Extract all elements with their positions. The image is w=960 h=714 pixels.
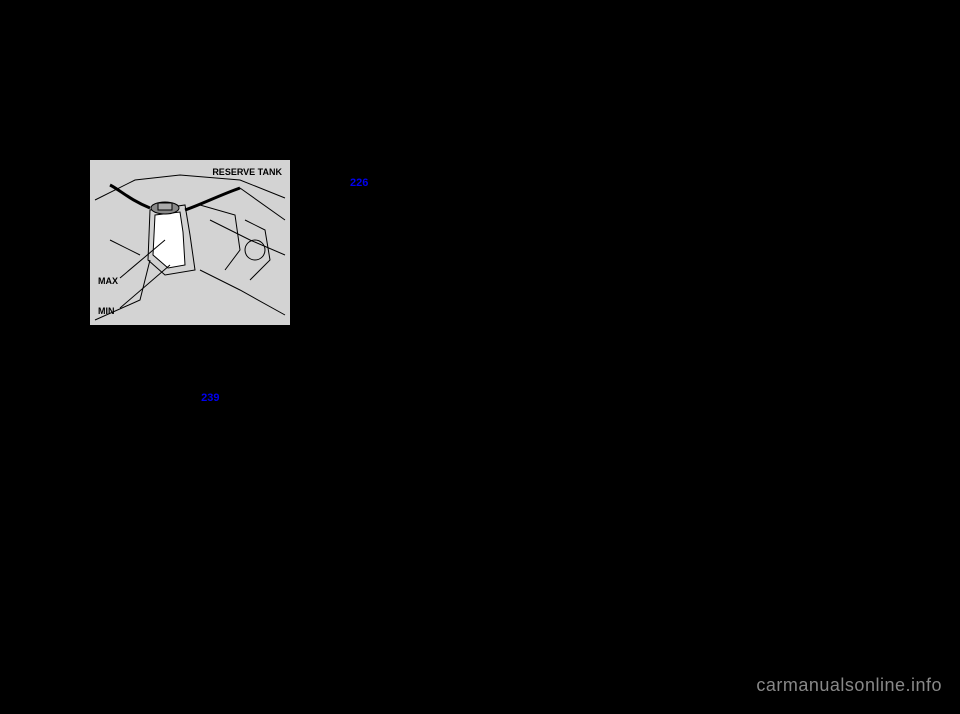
page-link-226[interactable]: 226 bbox=[350, 177, 368, 189]
engine-diagram-svg bbox=[90, 160, 290, 325]
text-segment-3: Refer to Owner's Maintenance Checks on p… bbox=[350, 161, 581, 173]
continued-label: CONTINUED bbox=[620, 600, 860, 614]
column-3: CONTINUED bbox=[620, 40, 860, 614]
column-2: Refer to Owner's Maintenance Checks on p… bbox=[350, 40, 590, 614]
page-link-239[interactable]: 239 bbox=[201, 392, 219, 404]
watermark-text: carmanualsonline.info bbox=[756, 675, 942, 696]
text-segment-4: for information on checking other items … bbox=[350, 177, 573, 205]
column-1: RESERVE TANK MAX MIN bbox=[80, 40, 320, 614]
content-columns: RESERVE TANK MAX MIN bbox=[80, 40, 880, 614]
maintenance-checks-text: Refer to Owner's Maintenance Checks on p… bbox=[350, 160, 590, 208]
coolant-instruction-text: Look at the coolant level in the radiato… bbox=[80, 343, 320, 423]
reserve-tank-figure: RESERVE TANK MAX MIN bbox=[90, 160, 290, 325]
manual-page: RESERVE TANK MAX MIN bbox=[0, 0, 960, 714]
